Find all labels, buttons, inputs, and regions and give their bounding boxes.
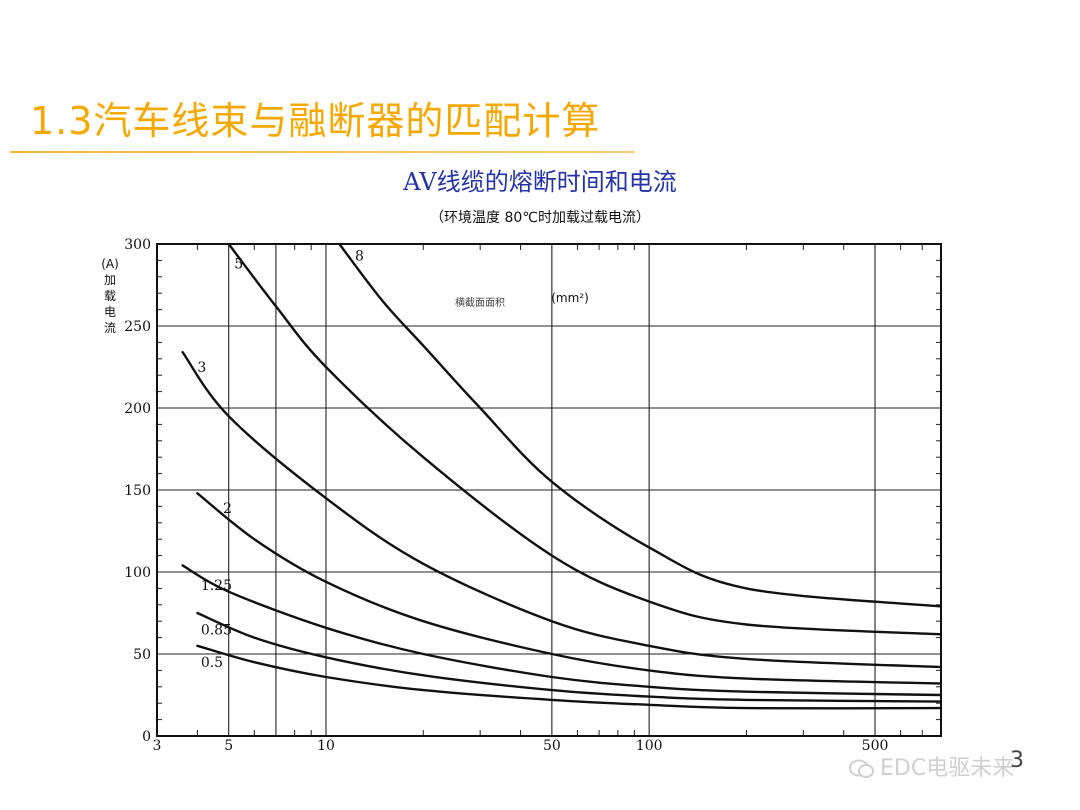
y-axis-label: (A) <box>101 257 119 271</box>
series-label: 2 <box>223 501 232 517</box>
series-line-0-5 <box>196 644 943 710</box>
watermark: EDC电驱未来 <box>848 750 1014 782</box>
y-axis-label: 电 <box>104 305 116 319</box>
slide-number: 3 <box>1010 748 1024 773</box>
series-line-2 <box>196 492 943 685</box>
chart-title: AV线缆的熔断时间和电流 <box>403 168 677 196</box>
series-label: 0.85 <box>201 622 232 638</box>
x-tick-label: 5 <box>224 738 233 754</box>
y-axis-label: 载 <box>104 289 116 303</box>
series-line-3 <box>181 351 943 669</box>
x-tick-label: 50 <box>543 738 561 754</box>
title-underline <box>10 151 635 153</box>
y-tick-label: 150 <box>124 483 151 499</box>
y-tick-label: 300 <box>124 237 151 253</box>
series-label: 1.25 <box>201 578 232 594</box>
series-label: 5 <box>234 257 243 273</box>
slide-title: 1.3汽车线束与融断器的匹配计算 <box>30 99 601 143</box>
series-line-1-25 <box>181 564 943 697</box>
x-tick-label: 3 <box>153 738 162 754</box>
series-label: 3 <box>197 360 206 376</box>
y-tick-label: 50 <box>133 647 151 663</box>
chart-subtitle: （环境温度 80℃时加载过载电流） <box>430 210 650 226</box>
series-label: 8 <box>355 248 364 264</box>
y-tick-label: 100 <box>124 565 151 581</box>
x-tick-label: 100 <box>636 738 663 754</box>
x-tick-label: 10 <box>317 738 335 754</box>
series-line-8 <box>338 242 943 608</box>
y-axis-label: 流 <box>104 321 116 335</box>
plot-frame <box>156 243 942 737</box>
y-axis-label: 加 <box>104 273 116 287</box>
y-tick-label: 200 <box>124 401 151 417</box>
y-tick-label: 250 <box>124 319 151 335</box>
y-tick-label: 0 <box>142 729 151 745</box>
watermark-text: EDC电驱未来 <box>880 756 1015 781</box>
legend-title: 横截面面积 <box>455 296 505 309</box>
series-line-0-85 <box>196 611 943 703</box>
series-label: 0.5 <box>201 655 223 671</box>
legend-unit: (mm²) <box>551 291 589 305</box>
x-tick-label: 500 <box>862 738 889 754</box>
series-line-5 <box>227 242 943 636</box>
wechat-icon <box>849 759 874 778</box>
